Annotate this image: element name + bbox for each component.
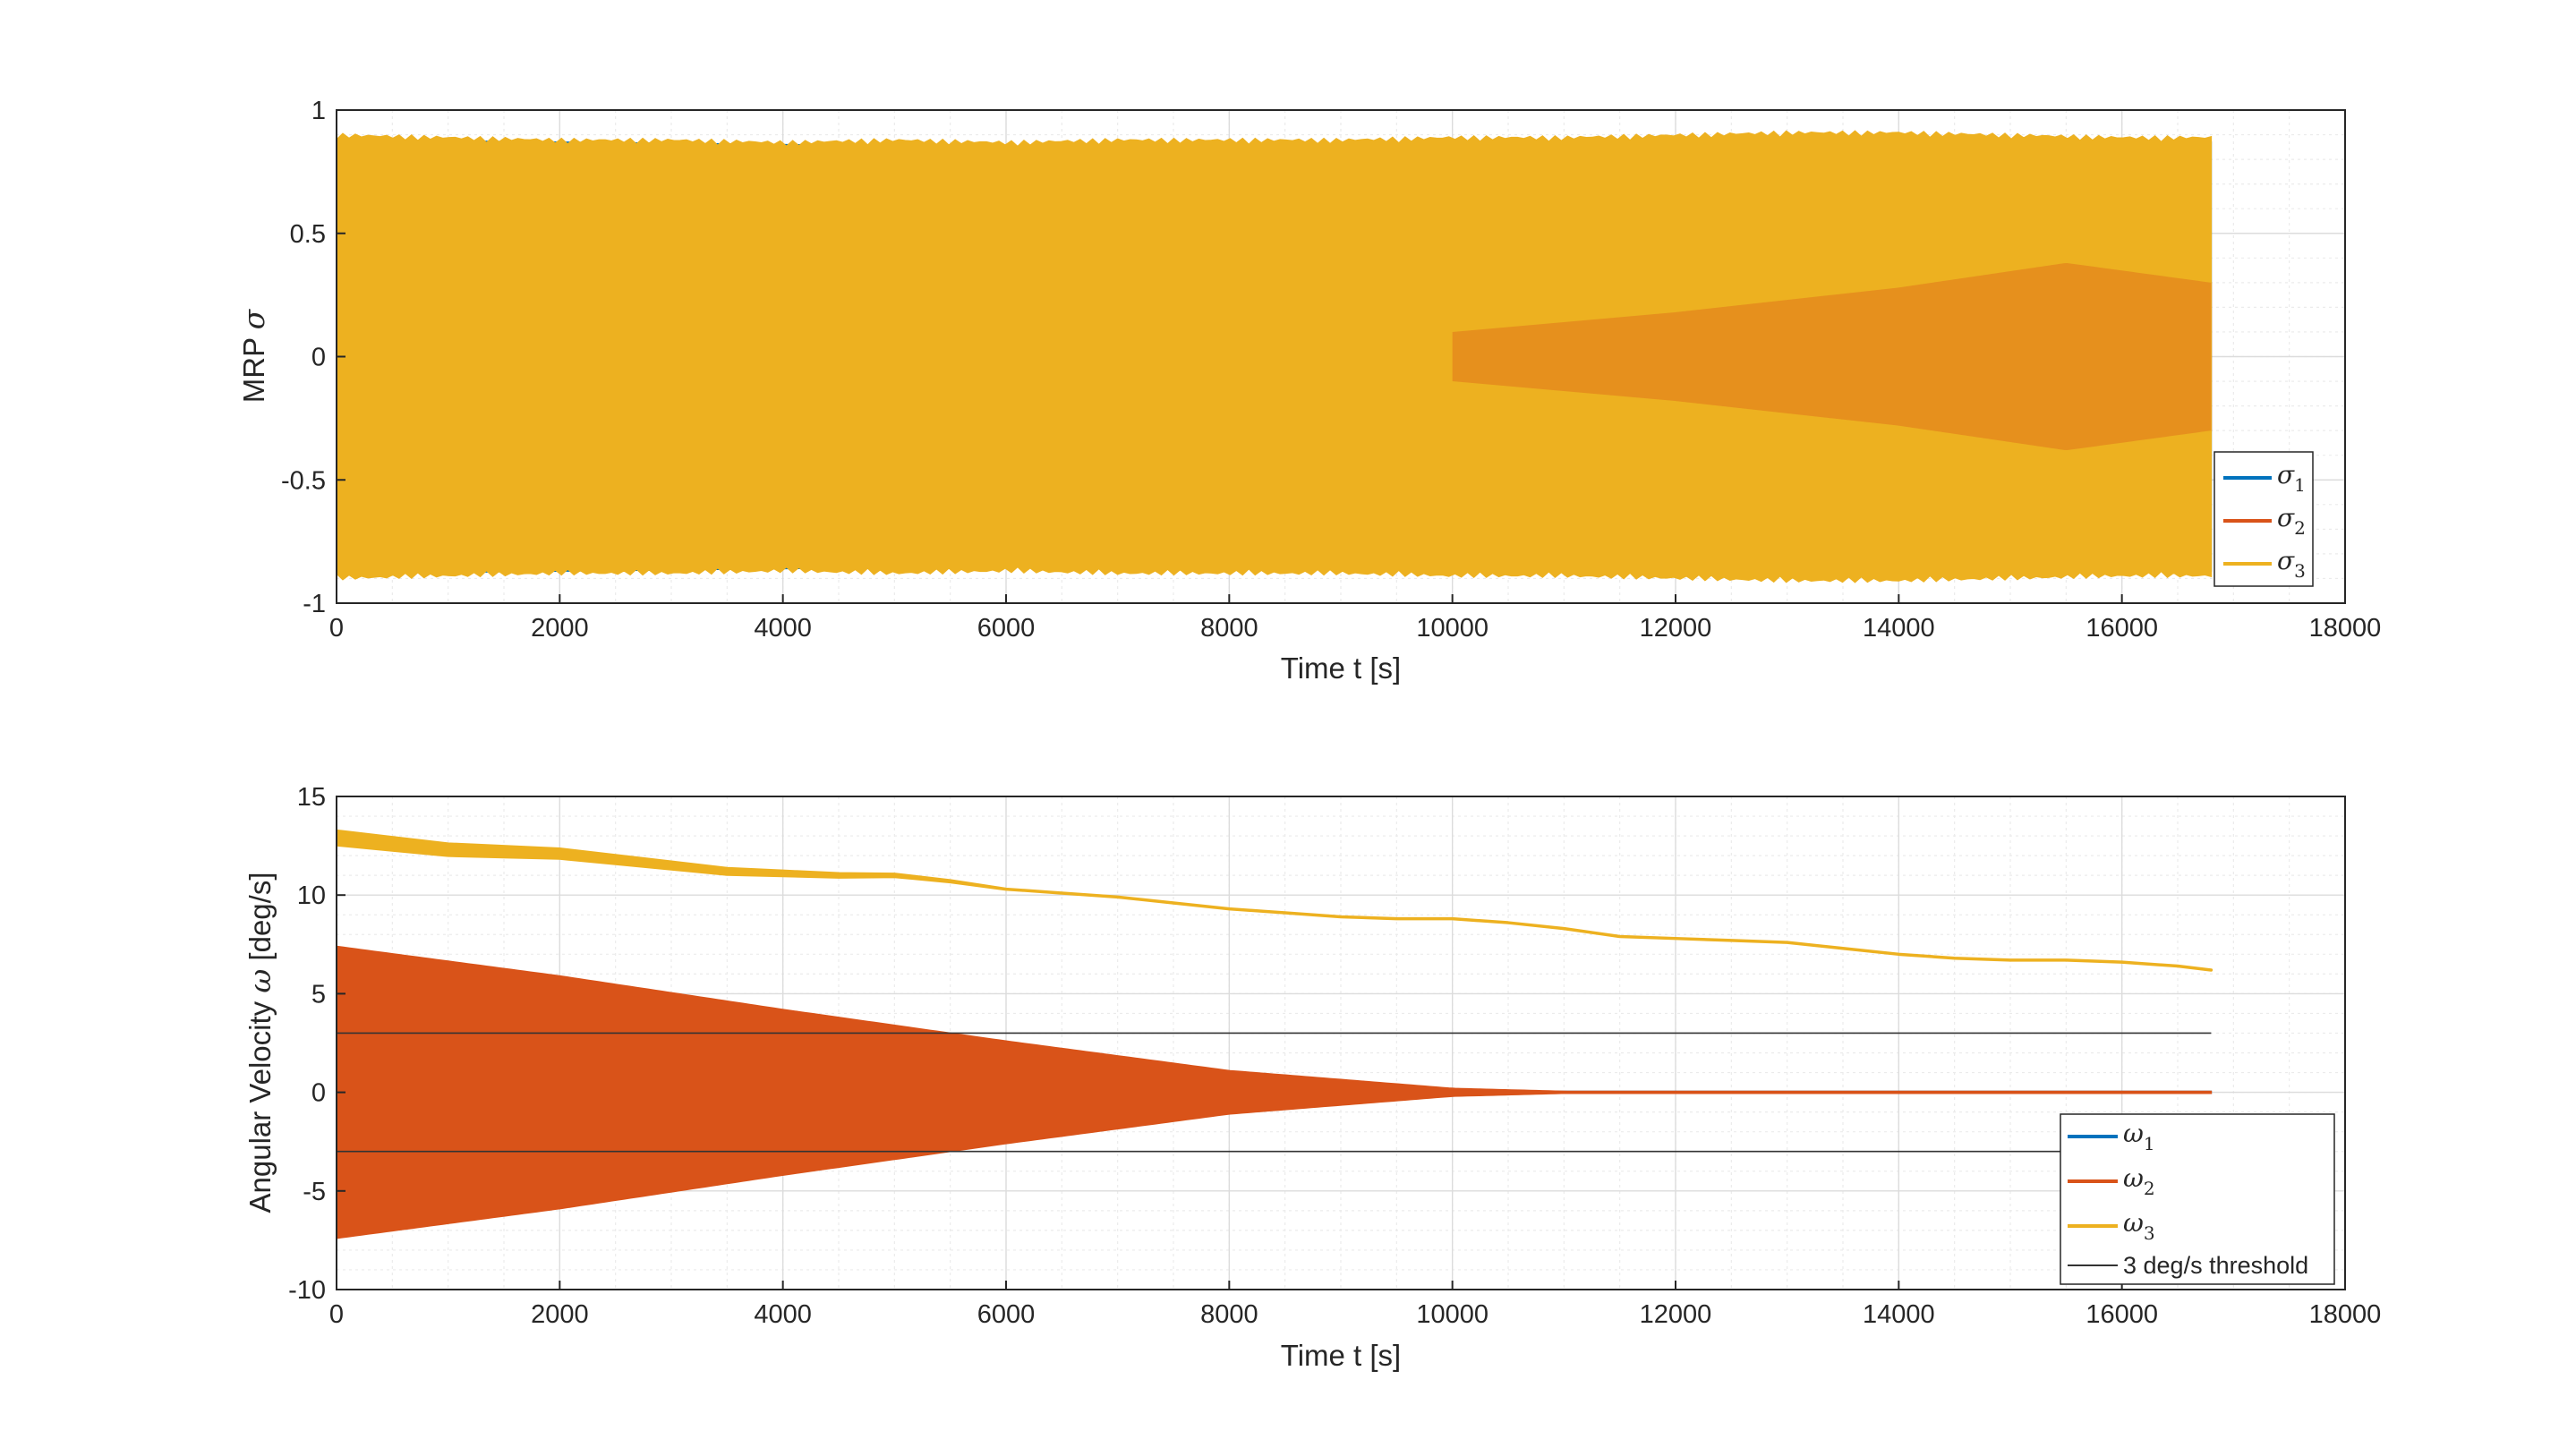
legend-entry-omega2: ω2 <box>2068 1163 2155 1199</box>
x-tick-label: 2000 <box>531 1300 589 1329</box>
y-tick-label: 10 <box>297 881 326 910</box>
mrp-series <box>337 130 2213 583</box>
angular-velocity-series <box>337 829 2213 1239</box>
series-σ3-band <box>337 130 2213 583</box>
legend-label: σ3 <box>2277 546 2306 582</box>
x-tick-label: 6000 <box>977 614 1036 643</box>
x-tick-label: 12000 <box>1640 1300 1712 1329</box>
series-ω3-line <box>337 829 2213 972</box>
mrp-x-axis-label: Time t [s] <box>1281 651 1401 685</box>
angular-velocity-x-ticks: 0 2000 4000 6000 8000 10000 12000 14000 16000 180… <box>329 1281 2381 1329</box>
mrp-x-ticks: 0 2000 4000 6000 8000 10000 12000 14000 16000 180… <box>329 594 2381 643</box>
angular-velocity-legend[interactable]: ω1 ω2 ω3 3 deg/s threshold <box>2060 1113 2335 1285</box>
angular-velocity-axes-box <box>336 796 2346 1290</box>
series-ω2-band <box>337 945 2213 1239</box>
x-tick-label: 14000 <box>1863 614 1935 643</box>
y-tick-label: 0.5 <box>290 220 326 249</box>
x-tick-label: 14000 <box>1863 1300 1935 1329</box>
y-tick-label: 0 <box>311 1079 326 1108</box>
legend-label: ω3 <box>2123 1208 2155 1244</box>
y-tick-label: 5 <box>311 980 326 1009</box>
x-tick-label: 10000 <box>1416 614 1488 643</box>
legend-entry-threshold: 3 deg/s threshold <box>2068 1252 2308 1279</box>
mrp-plot: 0 2000 4000 6000 8000 10000 12000 14000 16000 180… <box>236 97 2381 685</box>
mrp-y-axis-label: MRP σ <box>236 308 271 403</box>
x-tick-label: 4000 <box>754 614 812 643</box>
y-tick-label: 0 <box>311 344 326 372</box>
mrp-legend-entry-sigma2: σ2 <box>2223 503 2306 539</box>
angular-velocity-y-axis-label: Angular Velocity ω [deg/s] <box>243 873 277 1213</box>
legend-label: ω2 <box>2123 1163 2155 1199</box>
legend-label: σ2 <box>2277 503 2306 539</box>
x-tick-label: 8000 <box>1200 1300 1258 1329</box>
y-tick-label: -1 <box>303 590 326 618</box>
x-tick-label: 4000 <box>754 1300 812 1329</box>
mrp-y-ticks: -1 -0.5 0 0.5 1 <box>281 97 345 618</box>
angular-velocity-plot: 0 2000 4000 6000 8000 10000 12000 14000 16000 180… <box>243 783 2381 1372</box>
y-tick-label: -0.5 <box>281 466 326 495</box>
y-tick-label: -5 <box>303 1178 326 1206</box>
x-tick-label: 18000 <box>2309 1300 2382 1329</box>
y-tick-label: 1 <box>311 97 326 125</box>
series-sigma2-visible-band <box>1452 262 2212 451</box>
mrp-legend-entry-sigma3: σ3 <box>2223 546 2306 582</box>
angular-velocity-y-ticks: -10 -5 0 5 10 15 <box>288 783 345 1305</box>
legend-label: 3 deg/s threshold <box>2123 1252 2308 1279</box>
x-tick-label: 16000 <box>2086 1300 2158 1329</box>
mrp-legend-entry-sigma1: σ1 <box>2223 460 2306 496</box>
x-tick-label: 2000 <box>531 614 589 643</box>
x-tick-label: 10000 <box>1416 1300 1488 1329</box>
legend-label: σ1 <box>2277 460 2306 496</box>
legend-entry-omega3: ω3 <box>2068 1208 2155 1244</box>
legend-label: ω1 <box>2123 1119 2155 1154</box>
y-tick-label: 15 <box>297 783 326 812</box>
x-tick-label: 8000 <box>1200 614 1258 643</box>
x-tick-label: 0 <box>329 614 344 643</box>
mrp-legend[interactable]: σ1 σ2 σ3 <box>2213 451 2314 587</box>
x-tick-label: 16000 <box>2086 614 2158 643</box>
legend-entry-omega1: ω1 <box>2068 1119 2155 1154</box>
x-tick-label: 6000 <box>977 1300 1036 1329</box>
y-tick-label: -10 <box>288 1276 326 1305</box>
x-tick-label: 12000 <box>1640 614 1712 643</box>
x-tick-label: 18000 <box>2309 614 2382 643</box>
angular-velocity-x-axis-label: Time t [s] <box>1281 1339 1401 1372</box>
x-tick-label: 0 <box>329 1300 344 1329</box>
